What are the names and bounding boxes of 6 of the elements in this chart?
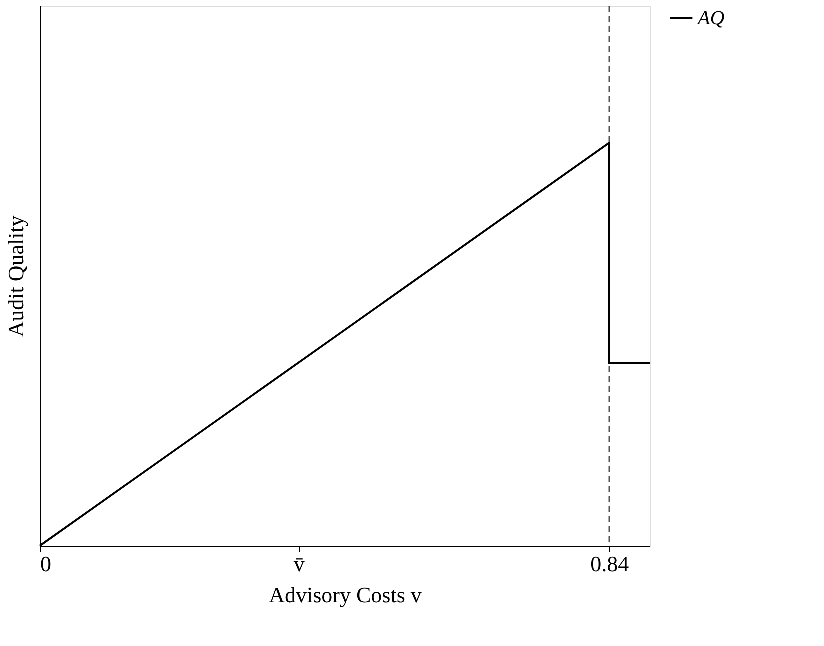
y-axis-title: Audit Quality (4, 216, 28, 338)
x-tick-label: 0 (40, 552, 52, 576)
x-axis-title: Advisory Costs v (269, 582, 422, 608)
x-tick-label: v̄ (294, 552, 305, 576)
x-tick-label: 0.84 (590, 552, 630, 576)
legend-label: AQ (696, 8, 726, 30)
